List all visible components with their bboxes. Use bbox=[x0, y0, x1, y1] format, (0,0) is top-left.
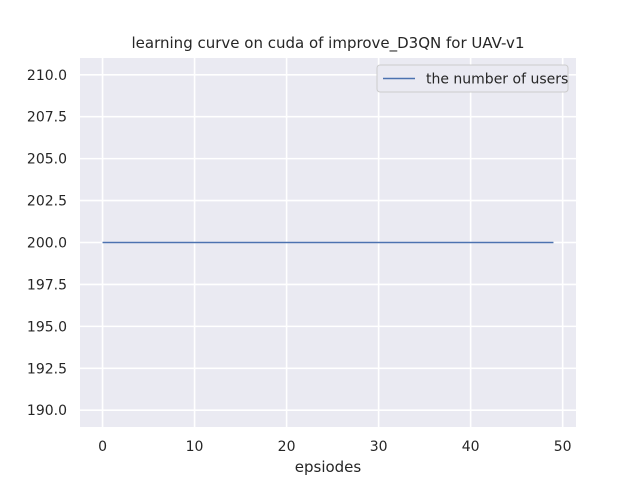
x-tick-label: 10 bbox=[186, 439, 204, 455]
x-tick-label: 50 bbox=[554, 439, 572, 455]
y-tick-label: 200.0 bbox=[27, 236, 67, 252]
y-tick-label: 190.0 bbox=[27, 403, 67, 419]
legend: the number of users bbox=[376, 64, 569, 93]
y-tick-label: 202.5 bbox=[27, 194, 67, 210]
y-gridlines bbox=[80, 73, 576, 412]
y-tick-label: 205.0 bbox=[27, 152, 67, 168]
x-tick-label: 40 bbox=[462, 439, 480, 455]
y-tick-label: 197.5 bbox=[27, 277, 67, 293]
chart-title: learning curve on cuda of improve_D3QN f… bbox=[132, 34, 525, 53]
x-tick-labels: 0 10 20 30 40 50 bbox=[98, 439, 571, 455]
y-tick-label: 195.0 bbox=[27, 319, 67, 335]
x-tick-label: 0 bbox=[98, 439, 107, 455]
x-tick-label: 30 bbox=[370, 439, 388, 455]
y-tick-label: 192.5 bbox=[27, 361, 67, 377]
legend-box bbox=[376, 64, 569, 93]
y-tick-labels: 190.0 192.5 195.0 197.5 200.0 202.5 205.0 207.5… bbox=[27, 68, 67, 419]
x-tick-label: 20 bbox=[278, 439, 296, 455]
x-axis-label: epsiodes bbox=[295, 458, 362, 476]
legend-label: the number of users bbox=[426, 72, 568, 88]
y-tick-label: 210.0 bbox=[27, 68, 67, 84]
y-tick-label: 207.5 bbox=[27, 110, 67, 126]
